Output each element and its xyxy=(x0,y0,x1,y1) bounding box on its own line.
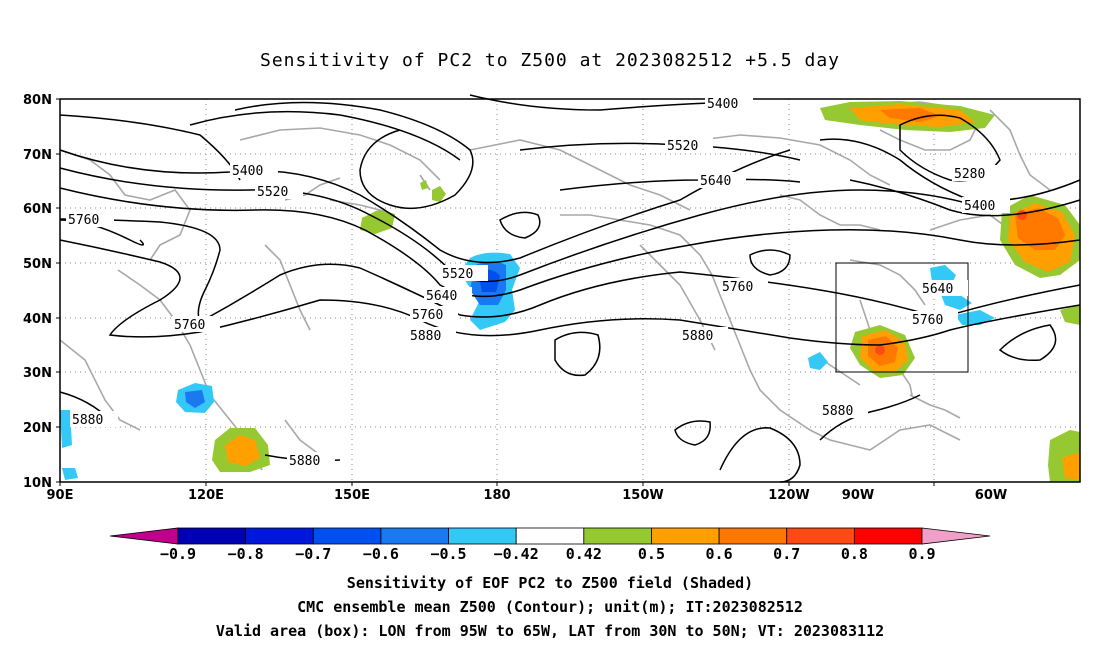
lon-tick: 120W xyxy=(768,488,809,503)
lat-tick: 60N xyxy=(23,202,52,217)
colorbar-tick-label: −0.5 xyxy=(430,545,466,563)
colorbar-box xyxy=(515,527,585,545)
colorbar-tick-label: −0.9 xyxy=(160,545,196,563)
colorbar-tick-label: 0.42 xyxy=(566,545,602,563)
caption-line-1: Sensitivity of EOF PC2 to Z500 field (Sh… xyxy=(346,574,754,592)
colorbar-tick-label: 0.7 xyxy=(773,545,800,563)
colorbar-box xyxy=(786,527,855,545)
colorbar-box xyxy=(177,527,247,545)
lat-tick: 50N xyxy=(23,257,52,272)
lat-tick: 30N xyxy=(23,366,52,381)
contour-label: 5880 xyxy=(682,329,713,344)
contour-label: 5760 xyxy=(68,213,99,228)
colorbar-tick-label: −0.8 xyxy=(228,545,264,563)
lon-tick: 90W xyxy=(842,488,874,503)
contour-label: 5880 xyxy=(289,454,320,469)
colorbar-box xyxy=(448,527,517,545)
contour-label: 5760 xyxy=(722,280,753,295)
colorbar-box xyxy=(245,527,314,545)
lat-tick: 10N xyxy=(23,476,52,491)
contour-label: 5280 xyxy=(954,167,985,182)
contour-label: 5640 xyxy=(700,174,731,189)
contour-label: 5760 xyxy=(174,318,205,333)
caption-line-3: Valid area (box): LON from 95W to 65W, L… xyxy=(215,622,885,640)
contour-label: 5880 xyxy=(410,329,441,344)
lon-tick: 150E xyxy=(334,488,370,503)
lat-tick-labels: 80N 70N 60N 50N 40N 30N 20N 10N xyxy=(23,93,52,491)
colorbar-box xyxy=(718,527,788,545)
shaded-regions xyxy=(60,101,1080,482)
lat-tick: 40N xyxy=(23,312,52,327)
contour-label: 5400 xyxy=(232,164,263,179)
figure-title: Sensitivity of PC2 to Z500 at 2023082512… xyxy=(259,50,840,71)
caption-line-2: CMC ensemble mean Z500 (Contour); unit(m… xyxy=(297,598,803,616)
contour-label: 5400 xyxy=(707,97,738,112)
lon-tick: 150W xyxy=(622,488,663,503)
contour-label: 5760 xyxy=(412,308,443,323)
colorbar-tick-label: −0.7 xyxy=(295,545,331,563)
lat-tick-marks xyxy=(56,98,935,486)
colorbar-box xyxy=(853,527,923,545)
colorbar-box xyxy=(583,527,652,545)
colorbar-box xyxy=(380,527,449,545)
contour-label: 5640 xyxy=(426,289,457,304)
contour-label: 5520 xyxy=(667,139,698,154)
colorbar-tick-label: 0.8 xyxy=(841,545,868,563)
contour-label: 5520 xyxy=(442,267,473,282)
colorbar-tick-label: −0.42 xyxy=(494,545,539,563)
lon-tick-labels: 90E 120E 150E 180 150W 120W 90W 60W xyxy=(47,488,1008,503)
valid-area-box xyxy=(835,262,969,373)
lon-tick: 90E xyxy=(47,488,74,503)
colorbar-tick-label: 0.5 xyxy=(638,545,665,563)
contour-label: 5880 xyxy=(72,413,103,428)
contour-label: 5520 xyxy=(257,185,288,200)
contour-label: 5880 xyxy=(822,404,853,419)
colorbar-labels: −0.9 −0.8 −0.7 −0.6 −0.5 −0.42 0.42 0.5 0.6 0.7 0.… xyxy=(160,545,936,563)
colorbar-tick-label: −0.6 xyxy=(363,545,399,563)
lon-tick: 60W xyxy=(975,488,1007,503)
colorbar-tick-label: 0.6 xyxy=(706,545,733,563)
lon-tick: 180 xyxy=(483,488,510,503)
lat-tick: 20N xyxy=(23,421,52,436)
contour-labels: 5400 5520 5760 5760 5880 5880 5400 5520 … xyxy=(66,96,1010,469)
map-frame xyxy=(59,98,1081,483)
lat-tick: 80N xyxy=(23,93,52,108)
colorbar-right-triangle xyxy=(921,527,991,545)
colorbar-left-triangle xyxy=(109,527,179,545)
colorbar-box xyxy=(651,527,720,545)
lon-tick: 120E xyxy=(188,488,224,503)
lat-tick: 70N xyxy=(23,148,52,163)
colorbar-tick-label: 0.9 xyxy=(908,545,935,563)
contour-label: 5400 xyxy=(964,199,995,214)
contour-label: 5640 xyxy=(922,282,953,297)
contour-label: 5760 xyxy=(912,313,943,328)
colorbar xyxy=(109,527,991,545)
colorbar-box xyxy=(312,527,382,545)
